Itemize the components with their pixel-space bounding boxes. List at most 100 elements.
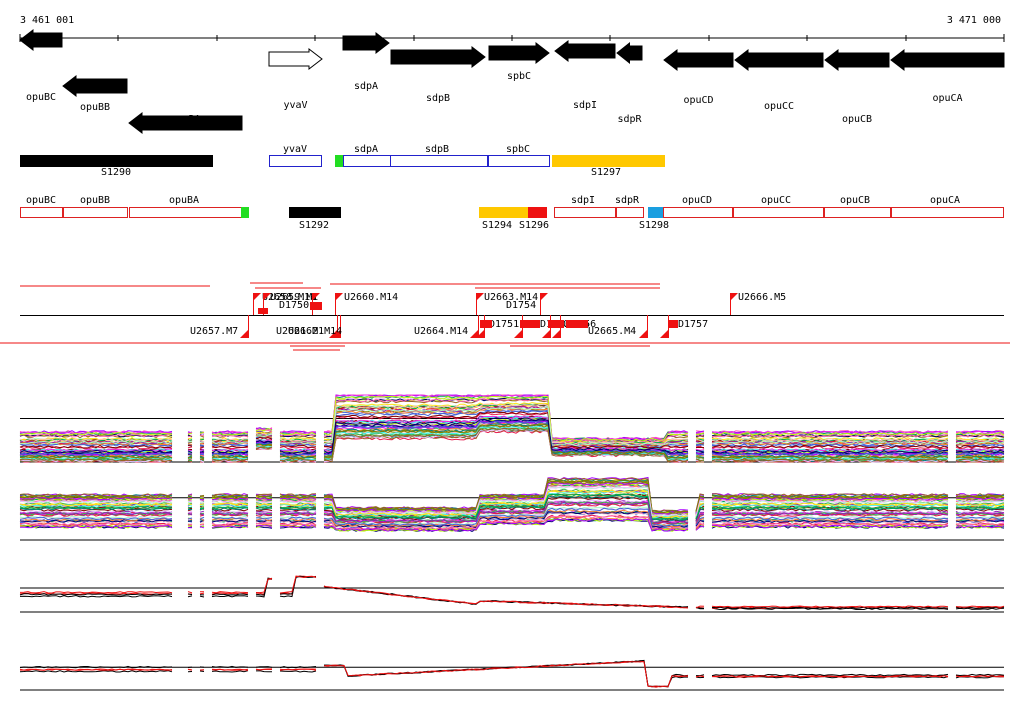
- segment-sdpI[interactable]: sdpI: [554, 195, 616, 218]
- segment-yvaV[interactable]: yvaV: [269, 144, 322, 167]
- tss-U2660.M14[interactable]: U2660.M14: [335, 292, 398, 315]
- segment-sdpA[interactable]: sdpA: [343, 144, 391, 167]
- tss-flag[interactable]: [253, 293, 261, 301]
- gene-arrow[interactable]: [268, 47, 323, 71]
- segment-sdpR[interactable]: sdpR: [615, 195, 644, 218]
- tss-flag[interactable]: [514, 330, 522, 338]
- tss-flag[interactable]: [730, 293, 738, 301]
- tss-label: U2658.M16: [262, 292, 316, 303]
- segment-box[interactable]: [343, 155, 391, 167]
- tss-flag[interactable]: [639, 330, 647, 338]
- segment-box[interactable]: [891, 207, 1004, 218]
- tss-block: [668, 320, 678, 328]
- gene-arrow[interactable]: [554, 39, 616, 63]
- segment-box[interactable]: [20, 207, 63, 218]
- tss-flag[interactable]: [470, 330, 478, 338]
- tss-U2663.M14[interactable]: U2663.M14: [476, 292, 538, 315]
- tss-D1754[interactable]: D1754: [506, 293, 548, 315]
- segment-box[interactable]: [63, 207, 128, 218]
- tss-U2657.M7[interactable]: U2657.M7: [190, 315, 249, 338]
- tss-flag[interactable]: [476, 293, 484, 301]
- segment-opuCC[interactable]: opuCC: [733, 195, 824, 218]
- segment-box[interactable]: [616, 207, 644, 218]
- tss-flag[interactable]: [660, 330, 668, 338]
- tss-U2665.M4[interactable]: U2665.M4: [588, 315, 648, 338]
- segment-box[interactable]: [824, 207, 891, 218]
- segment-box[interactable]: [390, 155, 488, 167]
- tss-U2658.M16[interactable]: U2658.M16: [253, 292, 316, 315]
- tss-flag[interactable]: [335, 293, 343, 301]
- segment-box[interactable]: [479, 207, 529, 218]
- gene-opuBC[interactable]: opuBC: [19, 28, 63, 103]
- segment-label: sdpB: [425, 144, 449, 155]
- tss-flag[interactable]: [476, 330, 484, 338]
- tss-D1757[interactable]: D1757: [660, 315, 708, 338]
- expression-trace: [19, 485, 1005, 517]
- segment-S1297[interactable]: S1297: [552, 155, 665, 179]
- segment-S1296[interactable]: S1296: [519, 207, 549, 232]
- segment-sdpB[interactable]: sdpB: [390, 144, 488, 167]
- gene-yvaV[interactable]: yvaV: [268, 47, 323, 111]
- tss-flag[interactable]: [540, 293, 548, 301]
- gene-sdpI[interactable]: sdpI: [554, 39, 616, 111]
- tss-flag[interactable]: [332, 330, 340, 338]
- gene-arrow[interactable]: [342, 31, 390, 55]
- gene-arrow[interactable]: [663, 48, 734, 72]
- gene-sdpR[interactable]: sdpR: [616, 41, 643, 125]
- expression-trace: [19, 575, 1005, 609]
- tss-flag[interactable]: [240, 330, 248, 338]
- gene-opuCB[interactable]: opuCB: [824, 48, 890, 125]
- gene-arrow[interactable]: [390, 45, 486, 69]
- segment-box[interactable]: [552, 155, 665, 167]
- segment-box[interactable]: [269, 155, 322, 167]
- gene-arrow[interactable]: [19, 28, 63, 52]
- tss-flag[interactable]: [542, 330, 550, 338]
- gene-opuBB[interactable]: opuBB: [62, 74, 128, 113]
- gene-spbC[interactable]: spbC: [488, 41, 550, 82]
- segment-box[interactable]: [241, 207, 249, 218]
- segment-box[interactable]: [289, 207, 341, 218]
- gene-opuCD[interactable]: opuCD: [663, 48, 734, 106]
- gene-opuBA[interactable]: opuBA: [128, 111, 243, 135]
- segment-box[interactable]: [20, 155, 213, 167]
- segment-box[interactable]: [129, 207, 242, 218]
- tss-flag[interactable]: [312, 293, 320, 301]
- segment-opuCA[interactable]: opuCA: [891, 195, 1004, 218]
- segment-green[interactable]: [241, 207, 249, 218]
- segment-box[interactable]: [733, 207, 824, 218]
- segment-opuBB[interactable]: opuBB: [63, 195, 128, 218]
- segment-S1292[interactable]: S1292: [289, 207, 341, 232]
- gene-sdpB[interactable]: sdpB: [390, 45, 486, 104]
- segment-box[interactable]: [488, 155, 550, 167]
- tss-flag[interactable]: [552, 330, 560, 338]
- gene-arrow[interactable]: [616, 41, 643, 65]
- gene-sdpA[interactable]: sdpA: [342, 31, 390, 92]
- segment-opuCB[interactable]: opuCB: [824, 195, 891, 218]
- segment-box[interactable]: [554, 207, 616, 218]
- gene-arrow[interactable]: [62, 74, 128, 98]
- segment-green[interactable]: [335, 155, 344, 167]
- gene-arrow[interactable]: [824, 48, 890, 72]
- segment-S1290[interactable]: S1290: [20, 155, 213, 179]
- segment-box[interactable]: [663, 207, 733, 218]
- tss-label: U2663.M14: [484, 292, 538, 303]
- gene-arrow[interactable]: [890, 48, 1005, 72]
- gene-arrow[interactable]: [734, 48, 824, 72]
- expression-trace: [19, 659, 1005, 688]
- gene-opuCC[interactable]: opuCC: [734, 48, 824, 112]
- segment-opuBC[interactable]: opuBC: [20, 195, 63, 218]
- segment-opuBA[interactable]: opuBA: [129, 195, 242, 218]
- tss-U2664.M14[interactable]: U2664.M14: [414, 315, 479, 338]
- segment-spbC[interactable]: spbC: [488, 144, 550, 167]
- expression-trace: [19, 515, 1005, 531]
- tss-U2666.M5[interactable]: U2666.M5: [730, 292, 786, 315]
- segment-opuCD[interactable]: opuCD: [663, 195, 733, 218]
- gene-arrow[interactable]: [128, 111, 243, 135]
- segment-box[interactable]: [648, 207, 664, 218]
- tss-U2662.M14[interactable]: U2662.M14: [288, 315, 342, 338]
- tss-flag[interactable]: [263, 293, 271, 301]
- gene-opuCA[interactable]: opuCA: [890, 48, 1005, 104]
- segment-box[interactable]: [528, 207, 547, 218]
- gene-arrow[interactable]: [488, 41, 550, 65]
- segment-box[interactable]: [335, 155, 344, 167]
